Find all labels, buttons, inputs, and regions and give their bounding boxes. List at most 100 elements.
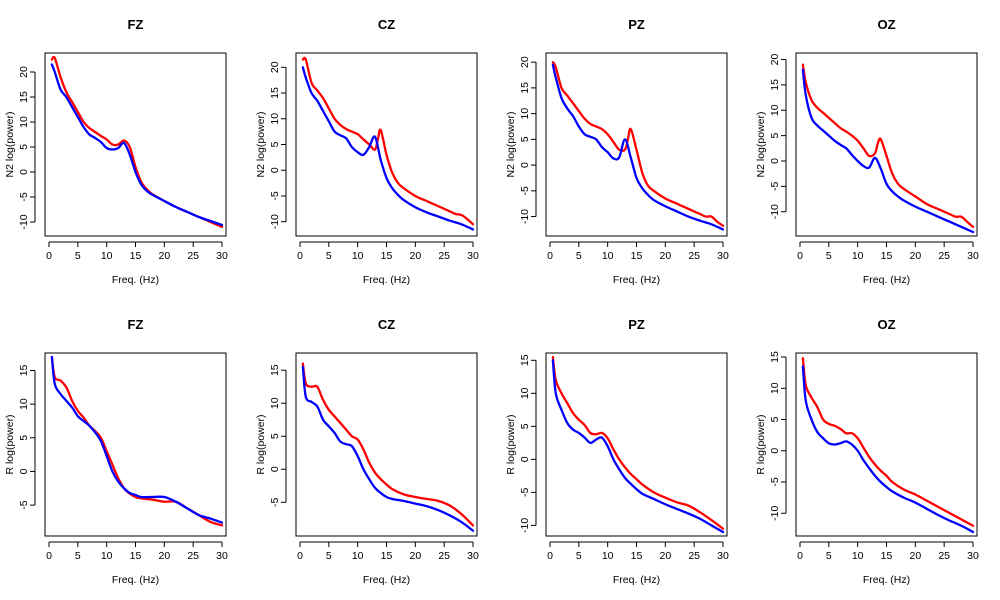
chart-pz-r-x-tick-label: 30 xyxy=(717,550,729,562)
chart-fz-r-x-tick-label: 15 xyxy=(130,550,142,562)
chart-pz-r-x-tick-label: 15 xyxy=(631,550,643,562)
chart-cz-r-x-tick-label: 20 xyxy=(409,550,421,562)
chart-cz-r-y-tick-label: 15 xyxy=(269,364,281,376)
chart-cz-r-title: CZ xyxy=(378,317,395,332)
chart-fz-r-y-axis-label: R log(power) xyxy=(4,414,16,474)
chart-oz-r-series-blue-line xyxy=(801,365,975,534)
chart-pz-n2-x-tick-label: 15 xyxy=(631,250,643,262)
chart-cz-r-series-blue-line xyxy=(301,365,475,532)
chart-oz-r-y-tick-label: 15 xyxy=(769,351,781,363)
chart-cz-r-y-tick-label: 10 xyxy=(269,397,281,409)
chart-cz-r-y-axis-label: R log(power) xyxy=(255,414,267,474)
chart-oz-r-y-tick-label: 5 xyxy=(769,416,781,422)
chart-pz-n2-y-tick-label: 5 xyxy=(519,136,531,142)
chart-cz-r: CZ 0 5 10 15 20 25 30 Freq. (Hz) -5 0 5 10 15 R log(po… xyxy=(255,317,479,586)
chart-cz-n2-series-red-line xyxy=(301,56,475,226)
chart-cz-n2-y-tick-label: 10 xyxy=(269,113,281,125)
chart-oz-r-x-tick-label: 0 xyxy=(797,550,803,562)
chart-pz-n2-y-tick-label: -5 xyxy=(519,186,531,195)
chart-cz-r-x-tick-label: 5 xyxy=(326,550,332,562)
chart-fz-r-plot-frame xyxy=(44,352,227,537)
chart-fz-n2-y-axis-label: N2 log(power) xyxy=(4,112,16,178)
chart-oz-n2-x-tick-label: 25 xyxy=(938,250,950,262)
chart-oz-r-title: OZ xyxy=(877,317,895,332)
chart-pz-r-y-tick-label: -10 xyxy=(519,518,531,533)
chart-oz-n2-y-tick-label: 15 xyxy=(769,79,781,91)
chart-oz-r-y-tick-label: -5 xyxy=(769,477,781,486)
chart-cz-r-x-tick-label: 15 xyxy=(381,550,393,562)
chart-oz-n2-x-axis-label: Freq. (Hz) xyxy=(863,274,910,286)
chart-fz-r-y-tick-label: 5 xyxy=(18,435,30,441)
chart-pz-r-y-axis-label: R log(power) xyxy=(505,414,517,474)
chart-cz-n2-title: CZ xyxy=(378,17,395,32)
chart-oz-r: OZ 0 5 10 15 20 25 30 Freq. (Hz) -10 -5 0 5 10 15 R log… xyxy=(755,317,979,586)
chart-cz-r-x-tick-label: 25 xyxy=(438,550,450,562)
chart-cz-r-x-axis-label: Freq. (Hz) xyxy=(363,574,410,586)
chart-pz-r-series-blue-line xyxy=(551,359,725,534)
chart-cz-n2-x-tick-label: 30 xyxy=(467,250,479,262)
chart-cz-n2-x-axis-label: Freq. (Hz) xyxy=(363,274,410,286)
chart-fz-r-series-blue-line xyxy=(50,355,224,524)
chart-cz-n2-y-tick-label: 20 xyxy=(269,61,281,73)
chart-cz-n2-y-axis-label: N2 log(power) xyxy=(255,112,267,178)
chart-pz-r-title: PZ xyxy=(628,317,645,332)
chart-pz-r: PZ 0 5 10 15 20 25 30 Freq. (Hz) -10 -5 0 5 10 15 R log… xyxy=(505,317,729,586)
chart-oz-n2-x-tick-label: 15 xyxy=(881,250,893,262)
chart-fz-n2-y-tick-label: 15 xyxy=(18,91,30,103)
chart-fz-r-x-axis-label: Freq. (Hz) xyxy=(112,574,159,586)
chart-cz-r-y-tick-label: -5 xyxy=(269,497,281,506)
chart-oz-n2-plot-frame xyxy=(795,52,978,237)
chart-pz-r-y-tick-label: 5 xyxy=(519,423,531,429)
chart-pz-r-series-red-line xyxy=(551,355,725,530)
chart-oz-r-x-tick-label: 25 xyxy=(938,550,950,562)
chart-oz-r-x-tick-label: 5 xyxy=(826,550,832,562)
chart-cz-r-y-tick-label: 0 xyxy=(269,466,281,472)
chart-oz-n2-x-tick-label: 10 xyxy=(852,250,864,262)
chart-oz-n2-y-axis-label: N2 log(power) xyxy=(755,112,767,178)
chart-pz-r-x-tick-label: 0 xyxy=(547,550,553,562)
chart-fz-n2: FZ 0 5 10 15 20 25 30 Freq. (Hz) -10 -5 0 5 10 15 20 N2 … xyxy=(4,17,228,286)
chart-pz-r-y-tick-label: 0 xyxy=(519,456,531,462)
chart-fz-r-y-tick-label: 15 xyxy=(18,364,30,376)
chart-pz-n2-series-red-line xyxy=(551,61,725,227)
chart-oz-n2-y-tick-label: 5 xyxy=(769,133,781,139)
chart-oz-n2-x-tick-label: 20 xyxy=(909,250,921,262)
chart-fz-n2-x-axis-label: Freq. (Hz) xyxy=(112,274,159,286)
chart-oz-r-y-tick-label: -10 xyxy=(769,506,781,521)
chart-oz-r-y-axis-label: R log(power) xyxy=(755,414,767,474)
chart-cz-r-x-tick-label: 30 xyxy=(467,550,479,562)
chart-pz-r-y-tick-label: 15 xyxy=(519,354,531,366)
chart-cz-n2-x-tick-label: 15 xyxy=(381,250,393,262)
chart-fz-r-title: FZ xyxy=(128,317,144,332)
chart-oz-r-x-axis-label: Freq. (Hz) xyxy=(863,574,910,586)
chart-cz-n2-x-tick-label: 5 xyxy=(326,250,332,262)
chart-oz-n2-x-tick-label: 5 xyxy=(826,250,832,262)
chart-fz-n2-x-tick-label: 15 xyxy=(130,250,142,262)
chart-pz-n2-x-tick-label: 5 xyxy=(576,250,582,262)
chart-pz-r-x-tick-label: 10 xyxy=(602,550,614,562)
chart-fz-r-y-tick-label: 10 xyxy=(18,398,30,410)
chart-fz-n2-y-tick-label: 10 xyxy=(18,116,30,128)
chart-pz-n2-x-tick-label: 25 xyxy=(688,250,700,262)
chart-cz-n2: CZ 0 5 10 15 20 25 30 Freq. (Hz) -10 -5 0 5 10 15 20 N2 … xyxy=(255,17,479,286)
chart-pz-r-x-tick-label: 20 xyxy=(659,550,671,562)
chart-pz-n2-y-axis-label: N2 log(power) xyxy=(505,112,517,178)
chart-fz-r-y-tick-label: -5 xyxy=(18,500,30,509)
chart-cz-r-x-tick-label: 10 xyxy=(352,550,364,562)
chart-oz-n2-y-tick-label: 10 xyxy=(769,104,781,116)
chart-pz-n2-y-tick-label: 10 xyxy=(519,108,531,120)
chart-cz-n2-x-tick-label: 0 xyxy=(297,250,303,262)
chart-cz-r-y-tick-label: 5 xyxy=(269,433,281,439)
chart-pz-r-y-tick-label: 10 xyxy=(519,387,531,399)
chart-fz-r-x-tick-label: 0 xyxy=(46,550,52,562)
chart-cz-n2-y-tick-label: 5 xyxy=(269,141,281,147)
chart-pz-n2-plot-frame xyxy=(545,52,728,237)
chart-pz-n2-y-tick-label: 20 xyxy=(519,56,531,68)
chart-oz-n2-y-tick-label: -10 xyxy=(769,204,781,219)
chart-cz-n2-y-tick-label: -5 xyxy=(269,191,281,200)
chart-oz-n2-y-tick-label: 0 xyxy=(769,158,781,164)
chart-cz-n2-series-blue-line xyxy=(301,66,475,231)
chart-fz-n2-title: FZ xyxy=(128,17,144,32)
chart-cz-r-x-tick-label: 0 xyxy=(297,550,303,562)
